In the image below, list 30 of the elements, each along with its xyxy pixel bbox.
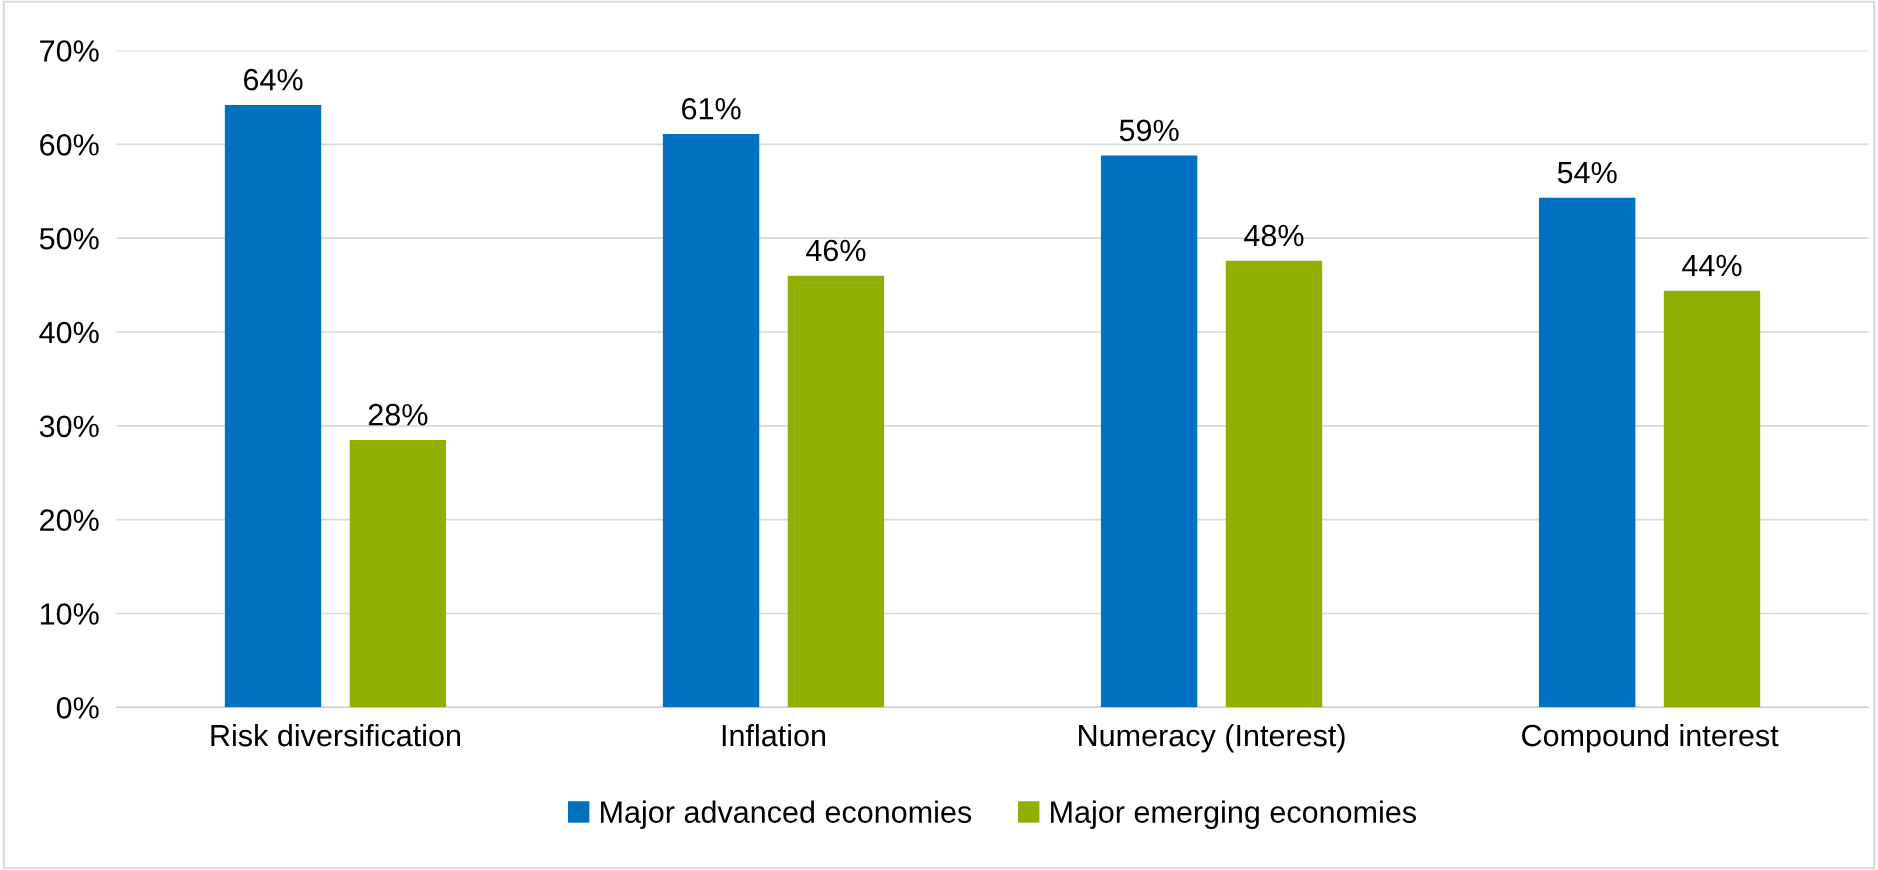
y-tick-label: 0% xyxy=(56,697,99,719)
bar xyxy=(662,133,760,708)
legend-label: Major advanced economies xyxy=(601,800,972,829)
y-tick-label: 30% xyxy=(39,415,99,438)
data-label: 48% xyxy=(1244,224,1304,247)
data-label: 54% xyxy=(1557,161,1617,184)
bar xyxy=(1225,260,1323,708)
y-tick-label: 20% xyxy=(40,509,99,532)
x-tick-label: Numeracy (Interest) xyxy=(1079,723,1345,753)
y-tick-label: 40% xyxy=(39,321,99,344)
data-label: 28% xyxy=(368,403,428,426)
y-tick-label: 50% xyxy=(39,227,99,250)
data-label: 61% xyxy=(682,97,741,120)
x-tick-label: Inflation xyxy=(722,723,826,747)
legend-label: Major emerging economies xyxy=(1051,800,1416,829)
y-tick-label: 70% xyxy=(40,40,99,62)
x-tick-label: Risk diversification xyxy=(211,723,460,747)
data-label: 64% xyxy=(244,68,303,91)
bar xyxy=(1663,290,1761,708)
y-tick-label: 10% xyxy=(40,603,99,625)
data-label: 46% xyxy=(806,239,866,262)
data-label: 44% xyxy=(1682,254,1742,277)
bar xyxy=(1100,155,1198,708)
bar xyxy=(349,439,447,708)
x-tick-label: Compound interest xyxy=(1522,723,1779,753)
bar xyxy=(787,275,885,708)
y-tick-label: 60% xyxy=(40,134,99,156)
bar xyxy=(1538,197,1636,708)
bar xyxy=(224,104,322,708)
data-label: 59% xyxy=(1119,119,1179,142)
